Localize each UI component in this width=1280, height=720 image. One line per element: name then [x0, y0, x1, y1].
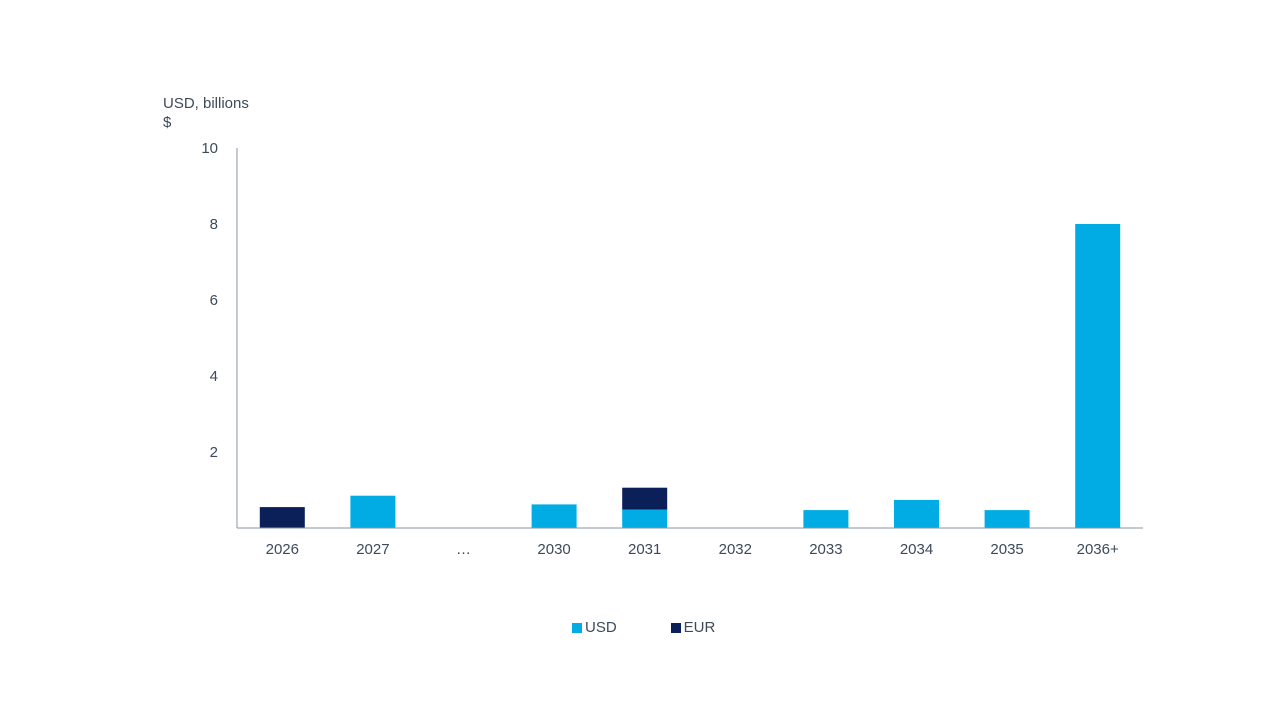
bar-usd-2027	[350, 495, 396, 528]
y-tick-label: 10	[201, 140, 218, 157]
legend-label-usd: USD	[585, 619, 617, 636]
bar-usd-2035	[984, 510, 1030, 528]
bars-layer	[259, 224, 1121, 528]
legend-item-eur: EUR	[670, 619, 716, 636]
bar-usd-2036+	[1075, 224, 1121, 528]
bar-usd-2030	[531, 504, 577, 528]
y-tick-label: 6	[210, 292, 218, 309]
y-tick-label: 2	[210, 444, 218, 461]
x-tick-label: 2030	[537, 541, 570, 558]
x-tick-label: 2035	[990, 541, 1023, 558]
bar-usd-2034	[894, 499, 939, 528]
x-tick-label: 2036+	[1077, 541, 1119, 558]
x-tick-label: 2034	[900, 541, 933, 558]
x-tick-label: 2026	[266, 541, 299, 558]
y-tick-label: 8	[210, 216, 218, 233]
y-tick-label: 4	[210, 368, 218, 385]
legend-swatch-eur	[670, 622, 681, 633]
legend-swatch-usd	[572, 622, 582, 633]
legend: USD EUR	[572, 619, 715, 636]
bar-usd-2031	[622, 509, 668, 528]
x-tick-label: 2027	[356, 541, 389, 558]
y-axis-unit-label: USD, billions	[163, 95, 249, 112]
axes-layer	[236, 148, 1143, 529]
bar-eur-2031	[622, 487, 668, 510]
legend-label-eur: EUR	[683, 619, 716, 636]
bar-eur-2026	[259, 507, 305, 528]
legend-item-usd: USD	[572, 619, 617, 636]
x-tick-label: 2033	[809, 541, 842, 558]
x-tick-label: 2032	[719, 541, 752, 558]
y-axis-currency-symbol: $	[163, 114, 172, 131]
x-tick-label: 2031	[628, 541, 661, 558]
bar-usd-2033	[803, 510, 849, 528]
x-tick-label: …	[456, 541, 471, 558]
labels-layer: 2026 2027 … 2030 2031 2032 2033 2034 2035 2036+ 2 4…	[201, 140, 1119, 558]
